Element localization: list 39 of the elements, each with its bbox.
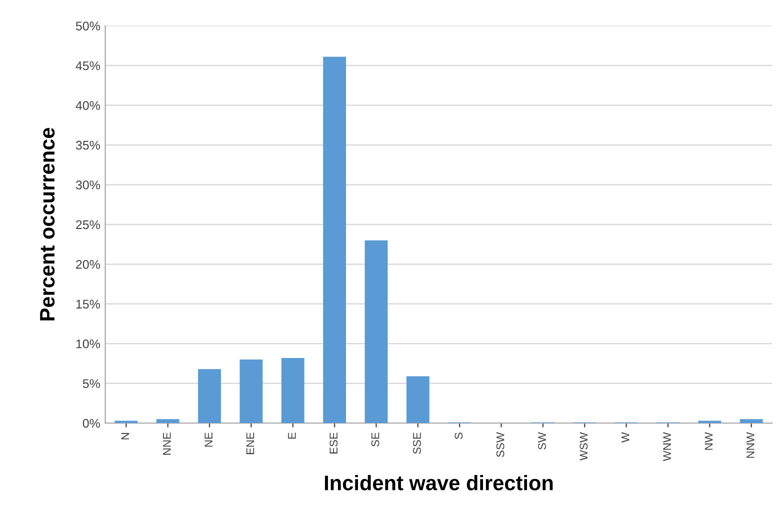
- y-tick-label: 0%: [82, 418, 100, 428]
- bar: [156, 419, 180, 424]
- y-tick-label: 5%: [82, 379, 100, 388]
- y-axis-title: Percent occurrence: [40, 128, 55, 320]
- x-tick-label: NW: [704, 432, 713, 450]
- bar: [114, 420, 138, 424]
- bar: [406, 376, 430, 424]
- bar: [281, 358, 304, 424]
- y-tick-label: 40%: [76, 101, 100, 110]
- x-tick-label: SE: [371, 432, 380, 446]
- x-tick-label: ENE: [246, 432, 254, 454]
- y-tick-label: 30%: [76, 180, 100, 190]
- bar: [240, 360, 263, 424]
- y-tick-label: 45%: [76, 61, 100, 70]
- bar: [323, 56, 346, 424]
- x-tick-label: NNE: [163, 432, 171, 455]
- y-tick-label: 25%: [76, 220, 100, 230]
- x-tick-label: NNW: [746, 432, 754, 458]
- x-axis-title: Incident wave direction: [324, 475, 553, 490]
- x-tick-label: NE: [204, 432, 212, 447]
- x-tick-label: N: [121, 433, 130, 440]
- x-tick-label: WNW: [663, 432, 671, 462]
- bar: [364, 240, 388, 424]
- x-tick-label: SSW: [496, 432, 504, 457]
- x-tick-label: E: [288, 432, 296, 439]
- y-tick-label: 35%: [76, 140, 100, 150]
- y-tick-label: 10%: [76, 339, 100, 348]
- bar: [198, 369, 221, 424]
- y-tick-label: 15%: [76, 300, 100, 309]
- y-tick-label: 50%: [76, 22, 100, 30]
- x-tick-label: ESE: [330, 432, 338, 454]
- x-tick-label: SW: [538, 432, 546, 450]
- x-tick-label: W: [622, 432, 630, 443]
- y-tick-label: 20%: [76, 260, 100, 269]
- x-tick-label: S: [454, 432, 463, 440]
- bar: [698, 420, 722, 424]
- bar: [740, 419, 763, 424]
- x-tick-label: WSW: [580, 432, 588, 460]
- x-tick-label: SSE: [413, 432, 421, 454]
